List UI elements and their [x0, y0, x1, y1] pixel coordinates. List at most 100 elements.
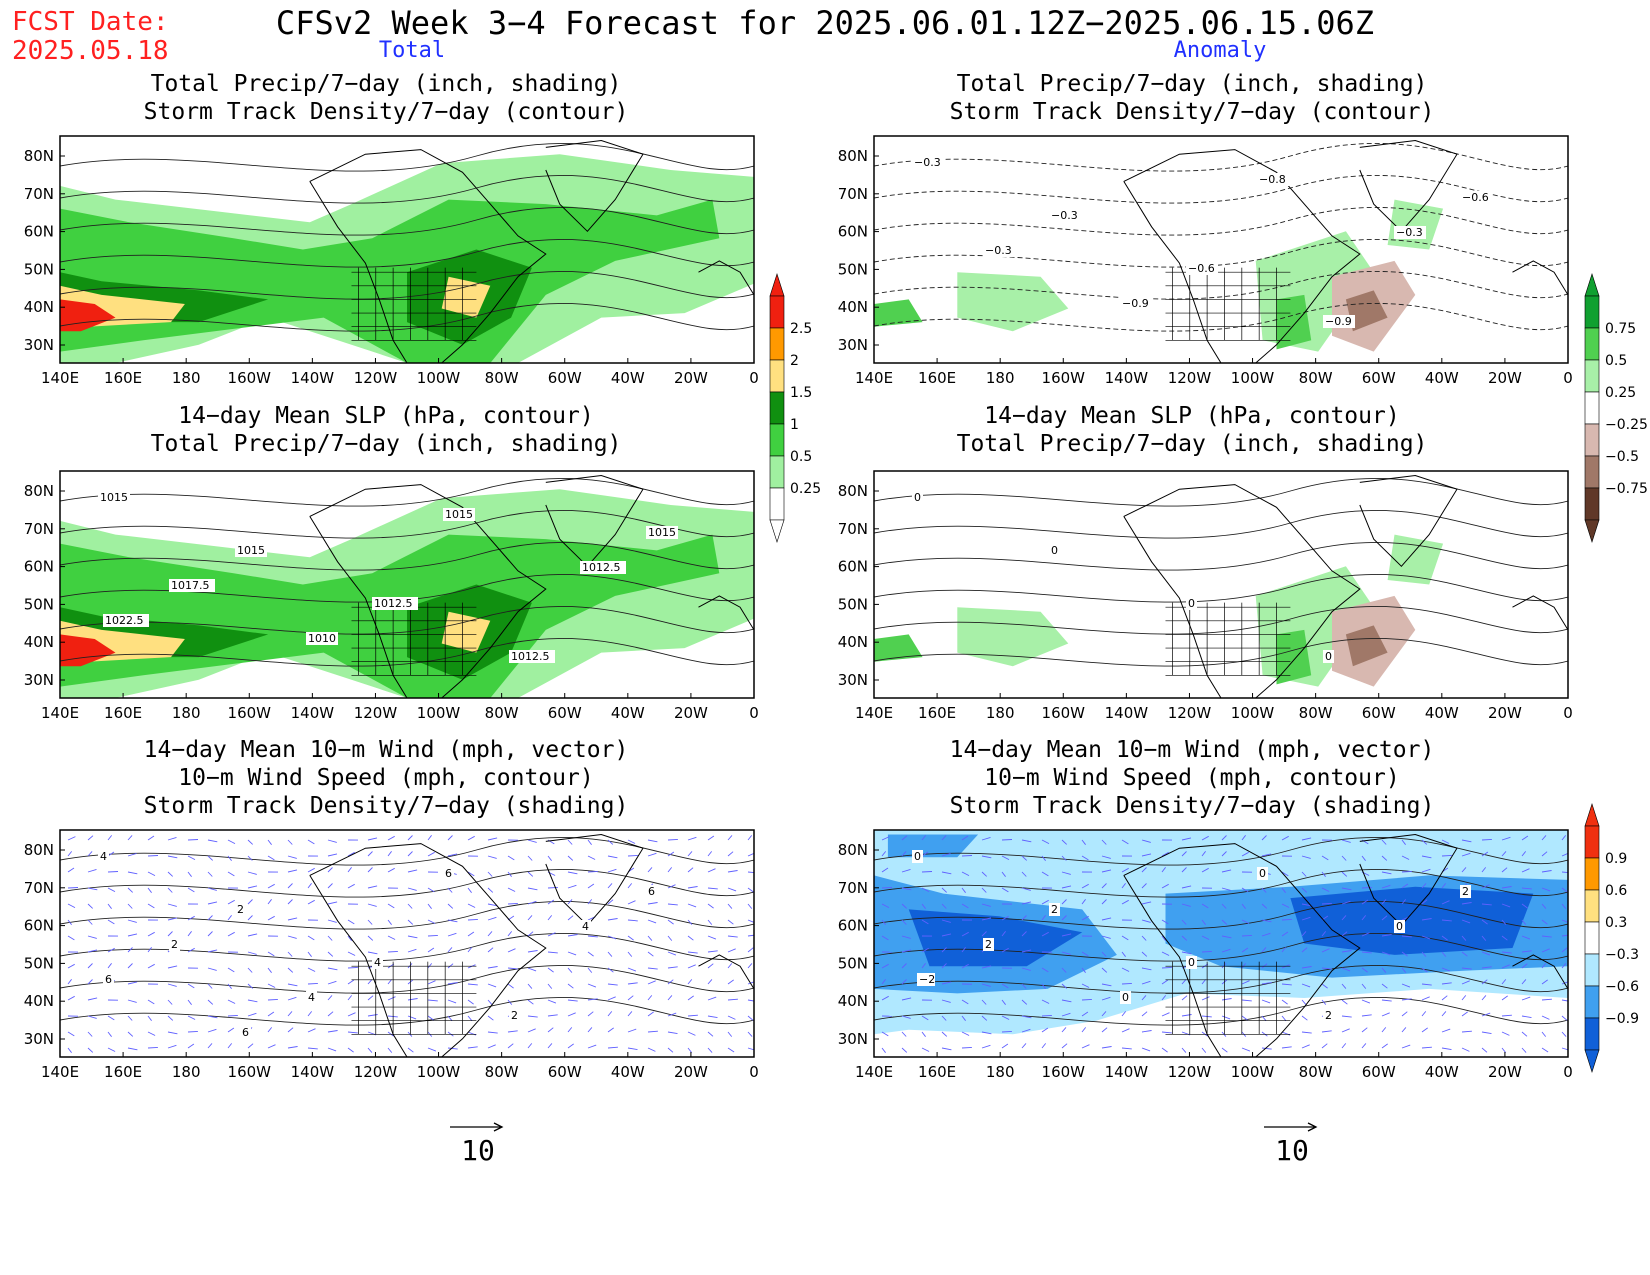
wind-vector — [147, 1015, 152, 1021]
wind-vector — [247, 983, 254, 989]
wind-vector — [1501, 1031, 1510, 1036]
map-content: 1015 1015 1012.5 1012.5 1015 1017.5 1010 1015 10… — [60, 471, 754, 698]
wind-vector — [87, 979, 93, 985]
wind-vector — [367, 919, 373, 925]
wind-vector — [1521, 903, 1528, 909]
wind-vector — [1321, 855, 1329, 861]
wind-vector — [247, 999, 258, 1003]
wind-vector — [1461, 951, 1468, 957]
wind-vector — [1081, 1011, 1089, 1017]
lon-tick-label: 100W — [1231, 369, 1275, 387]
wind-vector — [1301, 1031, 1312, 1034]
wind-vector — [587, 983, 597, 988]
coastline — [698, 595, 754, 631]
wind-vector — [67, 1031, 75, 1037]
wind-vector — [1441, 951, 1447, 957]
wind-vector — [607, 951, 613, 957]
wind-vector — [1221, 869, 1232, 873]
wind-vector — [1501, 886, 1512, 889]
wind-vector — [1141, 901, 1152, 905]
wind-vector — [1381, 899, 1387, 905]
wind-vector — [1501, 1014, 1512, 1017]
wind-vector — [347, 919, 355, 925]
wind-vector — [487, 871, 493, 877]
wind-vector — [567, 855, 574, 861]
wind-vector — [1221, 887, 1231, 891]
contour-label-bg — [1323, 315, 1355, 328]
wind-vector — [207, 967, 217, 971]
wind-vector — [407, 948, 417, 953]
wind-vector — [647, 1011, 654, 1017]
wind-vector — [547, 1027, 554, 1033]
wind-vector — [1121, 867, 1129, 873]
wind-vector — [467, 835, 475, 841]
wind-vector — [147, 963, 155, 969]
wind-vector — [667, 951, 677, 956]
contour-label-bg — [912, 850, 923, 863]
wind-vector — [567, 871, 578, 875]
wind-vector — [1001, 1030, 1012, 1033]
lat-tick-label: 60N — [24, 558, 54, 576]
wind-vector — [467, 1046, 478, 1049]
wind-vector — [1221, 851, 1227, 857]
wind-vector — [1441, 900, 1450, 905]
wind-vector — [1281, 887, 1286, 893]
wind-vector — [1441, 1011, 1447, 1017]
forecast-date: FCST Date: 2025.05.18 — [12, 8, 169, 66]
colorbar-arrow-bottom — [769, 519, 785, 543]
wind-vector — [1101, 839, 1107, 845]
colorbar-segment — [1584, 295, 1600, 329]
wind-vector — [1081, 951, 1089, 957]
wind-vector — [607, 839, 614, 845]
colorbar-segment — [1584, 825, 1600, 859]
contour-label: −0.9 — [1325, 315, 1352, 328]
wind-vector — [1301, 887, 1308, 893]
wind-vector — [881, 1031, 889, 1037]
wind-vector — [527, 839, 537, 843]
wind-vector — [387, 1047, 393, 1053]
wind-vector — [67, 851, 73, 857]
wind-vector — [1401, 899, 1407, 905]
wind-vector — [981, 999, 987, 1005]
wind-vector — [147, 887, 152, 893]
contour-line — [874, 836, 1568, 866]
contour-label: 0 — [914, 491, 921, 504]
wind-vector — [1121, 1011, 1127, 1017]
wind-vector — [407, 935, 418, 939]
map-panel-total-precip-storm: 140E 160E 180 160W 140W 120W 100W 80W 60W 40W 20W 0… — [24, 135, 759, 387]
wind-vector — [507, 931, 513, 937]
panel-title-total-precip: Total Precip/7−day (inch, shading) Storm… — [36, 70, 736, 126]
coastline — [309, 149, 547, 363]
wind-vector — [1221, 935, 1232, 939]
wind-vector — [1241, 980, 1250, 985]
wind-vector — [1021, 915, 1027, 921]
wind-vector — [1141, 839, 1151, 843]
wind-vector — [1141, 853, 1152, 857]
wind-vector — [1001, 887, 1009, 893]
wind-vector — [607, 1011, 613, 1017]
wind-vector — [961, 931, 969, 937]
panel-title-line: 14−day Mean SLP (hPa, contour) — [984, 403, 1400, 429]
wind-vector — [427, 851, 435, 857]
wind-vector — [1381, 1043, 1388, 1049]
wind-vector — [941, 947, 947, 953]
wind-vector — [667, 903, 678, 906]
wind-vector — [327, 1047, 337, 1052]
wind-vector — [307, 951, 312, 957]
wind-vector — [1181, 903, 1191, 907]
wind-vector — [667, 979, 674, 985]
wind-vector — [881, 935, 889, 941]
wind-vector — [1001, 999, 1006, 1005]
panel-title-anom-wind: 14−day Mean 10−m Wind (mph, vector) 10−m… — [842, 736, 1542, 820]
shaded-region — [1276, 294, 1312, 350]
wind-vector — [1261, 947, 1267, 953]
wind-vector — [1381, 915, 1388, 921]
wind-vector — [647, 839, 658, 843]
wind-vector — [227, 967, 235, 973]
lat-tick-label: 80N — [24, 147, 54, 165]
wind-vector — [327, 901, 338, 905]
contour-label: 2 — [985, 938, 992, 951]
wind-vector — [307, 839, 315, 845]
contour-label: 1022.5 — [105, 614, 144, 627]
wind-vector — [1421, 951, 1427, 957]
